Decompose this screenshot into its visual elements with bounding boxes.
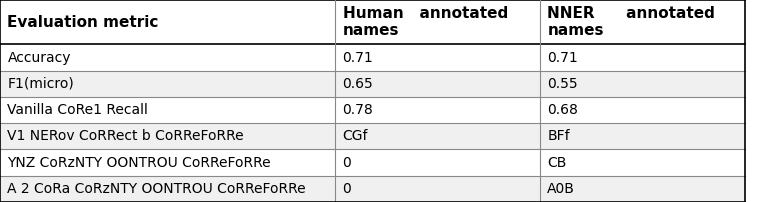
Text: Human   annotated
names: Human annotated names [342, 6, 508, 38]
Bar [335, 97, 540, 123]
Text: 0.55: 0.55 [547, 77, 578, 91]
Text: 0.78: 0.78 [342, 103, 373, 117]
Text: 0.71: 0.71 [342, 50, 373, 65]
Bar [0, 0, 335, 44]
Bar [0, 123, 335, 149]
Bar [540, 71, 745, 97]
Bar [0, 97, 335, 123]
Text: CB: CB [547, 156, 567, 170]
Bar [540, 123, 745, 149]
Text: Vanilla CoRe1 Recall: Vanilla CoRe1 Recall [8, 103, 148, 117]
Text: 0.68: 0.68 [547, 103, 578, 117]
Text: F1(micro): F1(micro) [8, 77, 74, 91]
Text: NNER      annotated
names: NNER annotated names [547, 6, 715, 38]
Bar [335, 149, 540, 176]
Text: 0.71: 0.71 [547, 50, 578, 65]
Bar [540, 44, 745, 71]
Text: Accuracy: Accuracy [8, 50, 71, 65]
Text: A0B: A0B [547, 182, 575, 196]
Text: Evaluation metric: Evaluation metric [8, 15, 159, 30]
Text: 0: 0 [342, 156, 351, 170]
Bar [540, 149, 745, 176]
Bar [540, 176, 745, 202]
Bar [335, 176, 540, 202]
Bar [335, 123, 540, 149]
Bar [540, 0, 745, 44]
Text: CGf: CGf [342, 129, 368, 143]
Text: YNZ CoRzNTY OONTROU CoRReFoRRe: YNZ CoRzNTY OONTROU CoRReFoRRe [8, 156, 271, 170]
Bar [0, 176, 335, 202]
Text: V1 NERov CoRRect b CoRReFoRRe: V1 NERov CoRRect b CoRReFoRRe [8, 129, 244, 143]
Bar [0, 71, 335, 97]
Bar [335, 0, 540, 44]
Text: BFf: BFf [547, 129, 570, 143]
Bar [540, 97, 745, 123]
Text: 0.65: 0.65 [342, 77, 373, 91]
Bar [335, 71, 540, 97]
Bar [0, 149, 335, 176]
Bar [0, 44, 335, 71]
Bar [335, 44, 540, 71]
Text: A 2 CoRa CoRzNTY OONTROU CoRReFoRRe: A 2 CoRa CoRzNTY OONTROU CoRReFoRRe [8, 182, 306, 196]
Text: 0: 0 [342, 182, 351, 196]
